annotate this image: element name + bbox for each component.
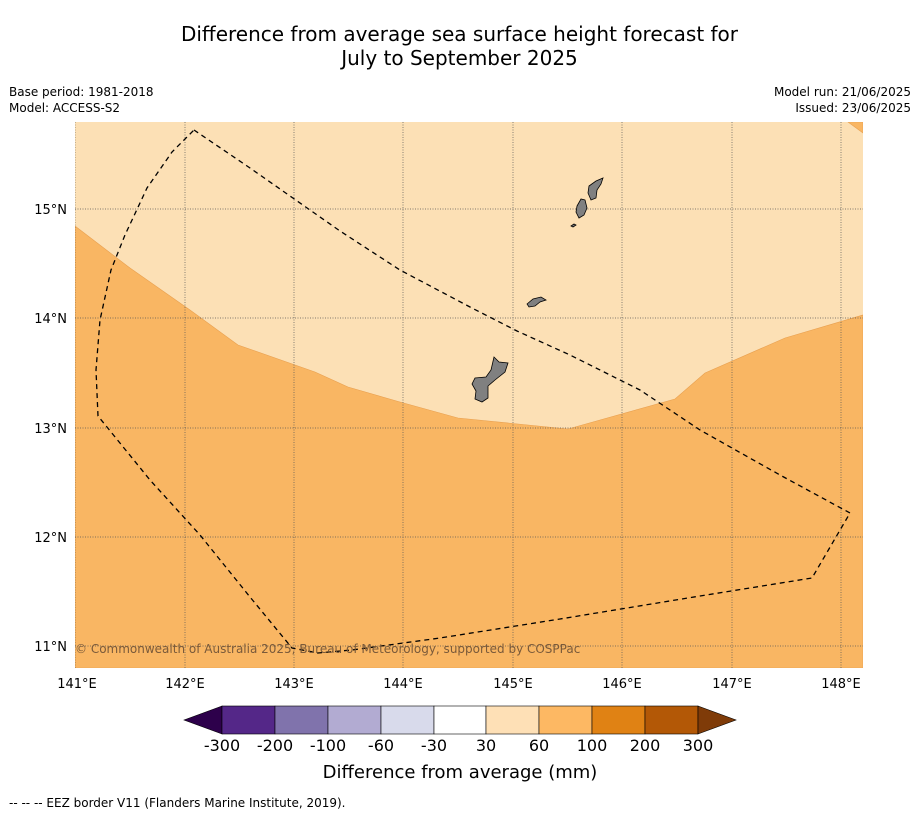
lon-tick-labels: 141°E 142°E 143°E 144°E 145°E 146°E 147°… (57, 677, 861, 692)
colorbar-label: -100 (310, 736, 346, 755)
copyright-text: © Commonwealth of Australia 2025, Bureau… (75, 642, 580, 656)
lon-tick: 148°E (821, 677, 861, 692)
lat-tick: 13°N (34, 422, 67, 437)
colorbar-label: 30 (476, 736, 496, 755)
map-panel: © Commonwealth of Australia 2025, Bureau… (75, 122, 863, 668)
lon-tick: 146°E (602, 677, 642, 692)
colorbar-label: 100 (577, 736, 608, 755)
saipan-island (587, 177, 604, 201)
islands (471, 177, 604, 403)
eez-border (95, 129, 851, 654)
lat-tick: 12°N (34, 531, 67, 546)
colorbar-extend-max (697, 705, 737, 735)
colorbar-label: 60 (529, 736, 549, 755)
colorbar-label: -300 (204, 736, 240, 755)
colorbar-extend-min (183, 705, 223, 735)
colorbar-label: 300 (683, 736, 714, 755)
tinian-island (575, 198, 588, 219)
colorbar-segment (538, 705, 593, 735)
colorbar-segment (380, 705, 435, 735)
base-period: Base period: 1981-2018 (9, 85, 154, 99)
lat-tick: 11°N (34, 640, 67, 655)
aguijan-island (570, 223, 577, 228)
lon-tick: 145°E (493, 677, 533, 692)
model-name: Model: ACCESS-S2 (9, 101, 121, 115)
graticule (75, 122, 863, 668)
lon-tick: 147°E (712, 677, 752, 692)
lat-tick-labels: 15°N 14°N 13°N 12°N 11°N (34, 203, 67, 655)
colorbar-label: 200 (630, 736, 661, 755)
meta-right: Model run: 21/06/2025 Issued: 23/06/2025 (774, 84, 911, 116)
colorbar: -300 -200 -100 -60 -30 30 60 100 200 300… (183, 705, 737, 783)
meta-left: Base period: 1981-2018 Model: ACCESS-S2 (9, 84, 154, 116)
lon-tick: 144°E (383, 677, 423, 692)
colorbar-label: -60 (368, 736, 394, 755)
colorbar-segment (274, 705, 329, 735)
title-line-2: July to September 2025 (341, 46, 578, 70)
colorbar-segment (644, 705, 699, 735)
eez-footnote: -- -- -- EEZ border V11 (Flanders Marine… (9, 796, 346, 810)
colorbar-label: -30 (421, 736, 447, 755)
lon-tick: 141°E (57, 677, 97, 692)
colorbar-segment (221, 705, 276, 735)
lon-tick: 143°E (274, 677, 314, 692)
issued-date: Issued: 23/06/2025 (795, 101, 911, 115)
lon-tick: 142°E (165, 677, 205, 692)
top-right-corner-band (847, 122, 863, 134)
model-run: Model run: 21/06/2025 (773, 85, 911, 99)
lat-tick: 14°N (34, 312, 67, 327)
band-60-100-region (75, 225, 863, 668)
guam-island (471, 356, 509, 403)
rota-island (526, 296, 547, 308)
chart-title: Difference from average sea surface heig… (0, 22, 919, 70)
colorbar-title: Difference from average (mm) (323, 762, 598, 783)
title-line-1: Difference from average sea surface heig… (180, 22, 739, 46)
colorbar-segment (591, 705, 646, 735)
colorbar-segment (485, 705, 540, 735)
colorbar-label: -200 (257, 736, 293, 755)
lat-tick: 15°N (34, 203, 67, 218)
colorbar-segment (327, 705, 382, 735)
colorbar-segment (433, 705, 487, 735)
